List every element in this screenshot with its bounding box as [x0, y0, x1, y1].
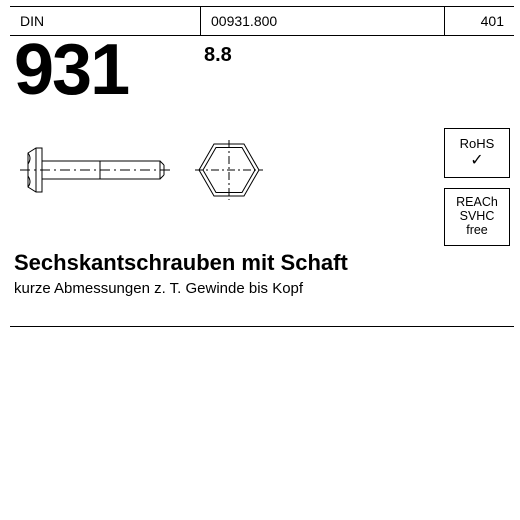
reach-badge: REACh SVHC free [444, 188, 510, 246]
reach-line2: SVHC [460, 210, 495, 224]
rohs-badge: RoHS ✓ [444, 128, 510, 178]
reach-line3: free [466, 224, 488, 238]
divider [10, 326, 514, 327]
page-title: Sechskantschrauben mit Schaft [14, 250, 348, 276]
header-code: 00931.800 [200, 7, 444, 35]
reach-line1: REACh [456, 196, 498, 210]
check-icon: ✓ [470, 153, 483, 169]
bolt-diagram [14, 130, 314, 210]
rohs-label: RoHS [460, 137, 495, 151]
strength-grade: 8.8 [204, 44, 232, 67]
din-number: 931 [14, 34, 128, 106]
page-subtitle: kurze Abmessungen z. T. Gewinde bis Kopf [14, 280, 303, 297]
header-right-number: 401 [444, 7, 514, 35]
